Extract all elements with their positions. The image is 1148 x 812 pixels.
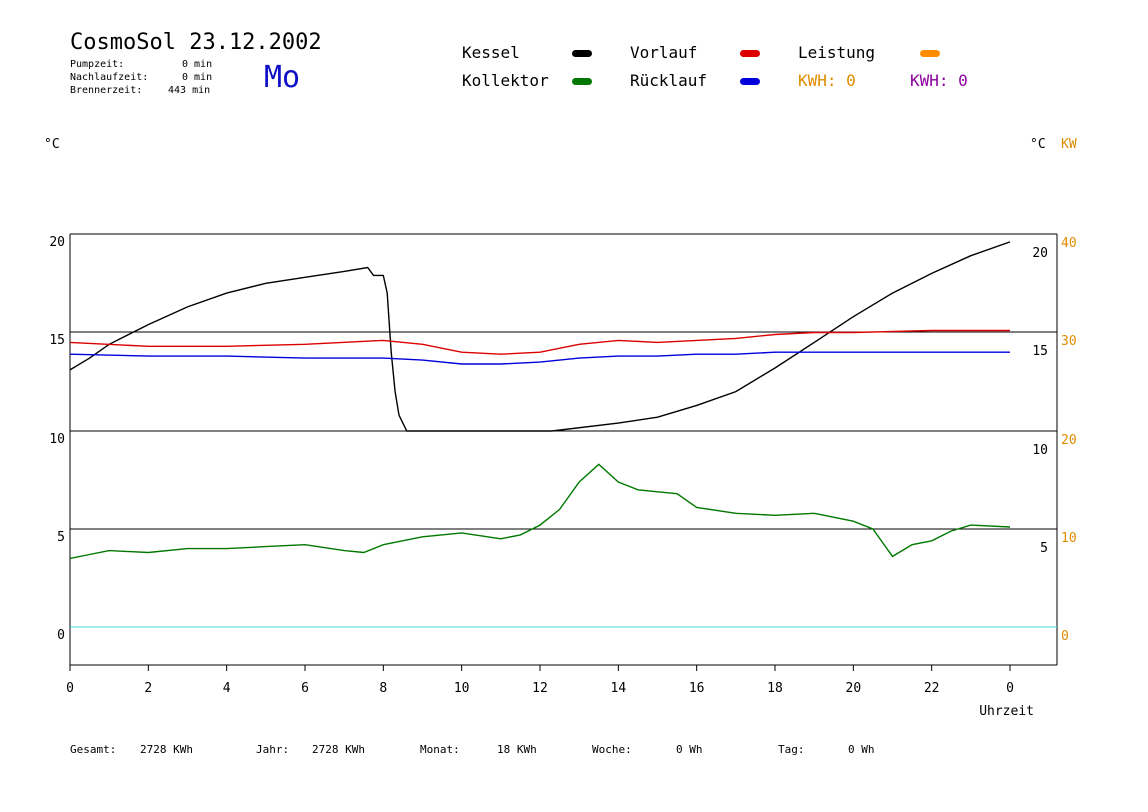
legend-swatch-ruecklauf [740, 78, 760, 85]
x-tick-label: 12 [532, 681, 548, 696]
x-tick-label: 0 [1006, 681, 1014, 696]
legend-label-kessel: Kessel [462, 43, 520, 62]
series-line-kessel [69, 241, 1011, 432]
right-tick-label-c: 20 [1032, 246, 1048, 261]
stat-value-nachlauf: 0 min [182, 72, 213, 83]
x-axis-label: Uhrzeit [979, 704, 1034, 719]
footer-label-woche: Woche: [592, 743, 632, 756]
stat-label-nachlauf: Nachlaufzeit: [70, 72, 149, 83]
footer-label-tag: Tag: [778, 743, 805, 756]
legend-label-leistung: Leistung [798, 43, 876, 62]
right-tick-label-c: 15 [1032, 344, 1048, 359]
right-axis-unit-kw: KW [1061, 137, 1077, 152]
right-tick-label-c: 5 [1040, 541, 1048, 556]
footer-label-gesamt: Gesamt: [70, 743, 117, 756]
x-tick-label: 20 [846, 681, 862, 696]
footer-value-jahr: 2728 KWh [312, 743, 365, 756]
left-tick-label: 0 [57, 628, 65, 643]
stat-value-pump: 0 min [182, 59, 213, 70]
x-tick-label: 14 [611, 681, 627, 696]
right-tick-label-kw: 20 [1061, 433, 1077, 448]
stat-label-pump: Pumpzeit: [70, 59, 125, 70]
x-tick-label: 2 [144, 681, 152, 696]
x-tick-label: 6 [301, 681, 309, 696]
legend-label-kollektor: Kollektor [462, 71, 549, 90]
footer-label-jahr: Jahr: [256, 743, 290, 756]
legend-swatch-leistung [920, 50, 940, 57]
stat-label-brenner: Brennerzeit: [70, 85, 143, 96]
x-tick-label: 16 [689, 681, 705, 696]
right-tick-label-kw: 0 [1061, 629, 1069, 644]
left-axis-unit: °C [44, 137, 60, 152]
series-line-rcklauf [69, 351, 1010, 365]
x-tick-label: 0 [66, 681, 74, 696]
legend-label-ruecklauf: Rücklauf [630, 71, 708, 90]
left-tick-label: 15 [49, 333, 65, 348]
footer-label-monat: Monat: [420, 743, 460, 756]
x-tick-label: 22 [924, 681, 940, 696]
legend-kwh-purple: KWH: 0 [910, 71, 968, 90]
right-tick-label-kw: 30 [1061, 334, 1077, 349]
footer-value-tag: 0 Wh [848, 743, 875, 756]
legend-swatch-vorlauf [740, 50, 760, 57]
legend-swatch-kollektor [572, 78, 592, 85]
legend-label-vorlauf: Vorlauf [630, 43, 698, 62]
right-tick-label-kw: 40 [1061, 236, 1077, 251]
legend-swatch-kessel [572, 50, 592, 57]
left-tick-label: 5 [57, 530, 65, 545]
right-axis-unit-c: °C [1030, 137, 1046, 152]
stat-value-brenner: 443 min [168, 85, 211, 96]
page-title: CosmoSol 23.12.2002 [70, 30, 322, 55]
x-tick-label: 18 [767, 681, 783, 696]
legend-kwh-orange: KWH: 0 [798, 71, 856, 90]
left-tick-label: 10 [49, 432, 65, 447]
footer-value-woche: 0 Wh [676, 743, 703, 756]
x-tick-label: 8 [379, 681, 387, 696]
right-tick-label-c: 10 [1032, 443, 1048, 458]
x-tick-label: 4 [223, 681, 231, 696]
right-tick-label-kw: 10 [1061, 531, 1077, 546]
footer-value-monat: 18 KWh [497, 743, 537, 756]
weekday-label: Mo [264, 60, 301, 95]
series-line-vorlauf [69, 329, 1010, 355]
footer-value-gesamt: 2728 KWh [140, 743, 193, 756]
left-tick-label: 20 [49, 235, 65, 250]
x-tick-label: 10 [454, 681, 470, 696]
series-line-kollektor [69, 463, 1011, 560]
